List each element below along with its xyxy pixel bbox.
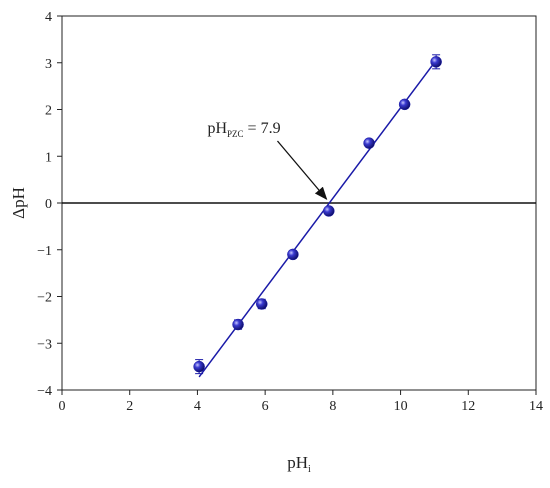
y-tick-label: 2 — [45, 104, 52, 119]
point — [323, 205, 335, 217]
point — [398, 98, 411, 111]
y-tick-label: −2 — [37, 291, 52, 306]
annotation-arrow — [276, 140, 328, 200]
point — [287, 248, 299, 261]
y-tick-label: −4 — [37, 384, 52, 399]
annotation-rest: = 7.9 — [244, 120, 281, 137]
point — [363, 137, 375, 149]
annotation: pHPZC = 7.9 — [207, 120, 280, 139]
y-tick-label: 4 — [45, 10, 52, 25]
x-axis-label-main: pH — [287, 453, 308, 472]
y-tick-label: 3 — [45, 57, 52, 72]
y-tick-label: −3 — [37, 337, 52, 352]
y-tick-label: 0 — [45, 197, 52, 212]
x-tick-label: 6 — [262, 399, 269, 414]
x-tick-label: 14 — [529, 399, 543, 414]
point — [232, 318, 244, 331]
x-axis-label-sub: i — [308, 464, 311, 475]
x-tick-label: 8 — [329, 399, 336, 414]
x-tick-label: 10 — [394, 399, 408, 414]
point — [430, 56, 442, 68]
x-tick-label: 2 — [126, 399, 133, 414]
point — [256, 298, 268, 310]
x-tick-label: 4 — [194, 399, 201, 414]
point — [193, 360, 205, 373]
x-tick-label: 0 — [59, 399, 66, 414]
annotation-main: pH — [207, 120, 227, 137]
x-tick-label: 12 — [461, 399, 475, 414]
y-axis-label: ΔpH — [9, 187, 28, 219]
y-tick-label: −1 — [37, 244, 52, 259]
x-axis-label: pHi — [287, 453, 311, 475]
annotation-sub: PZC — [227, 129, 244, 139]
y-tick-label: 1 — [45, 150, 52, 165]
